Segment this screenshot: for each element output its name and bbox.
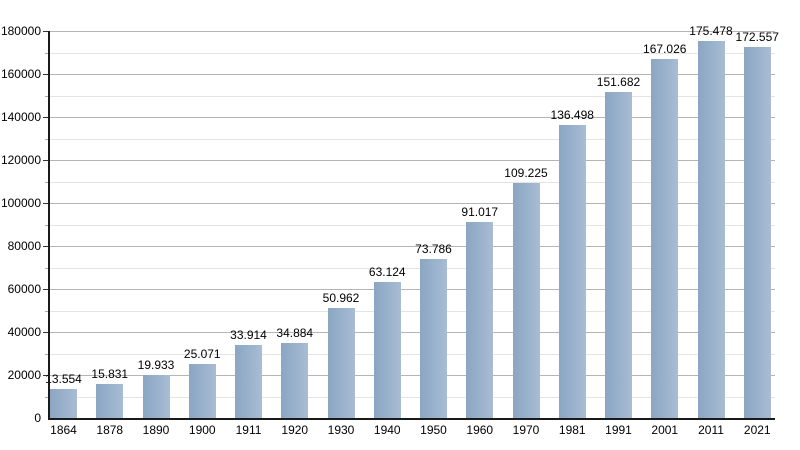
value-label-1930: 50.962 bbox=[322, 291, 360, 306]
x-tick-label-1930: 1930 bbox=[327, 423, 355, 437]
y-tick-label-20000: 20000 bbox=[7, 368, 41, 382]
gridline-40000 bbox=[48, 332, 775, 333]
y-tick-label-100000: 100000 bbox=[0, 196, 41, 210]
value-label-1890: 19.933 bbox=[137, 358, 175, 373]
bar-1970 bbox=[512, 183, 540, 418]
x-tick-label-1981: 1981 bbox=[558, 423, 586, 437]
gridline-180000 bbox=[48, 31, 775, 32]
y-tick-label-80000: 80000 bbox=[7, 239, 41, 253]
y-tick-label-0: 0 bbox=[34, 411, 41, 425]
gridline-80000 bbox=[48, 246, 775, 247]
bar-1920 bbox=[281, 342, 309, 418]
gridline-10000 bbox=[48, 396, 775, 398]
y-tick-140000 bbox=[43, 117, 48, 118]
gridline-60000 bbox=[48, 289, 775, 290]
y-tick-60000 bbox=[43, 289, 48, 290]
y-tick-20000 bbox=[43, 375, 48, 376]
gridline-120000 bbox=[48, 160, 775, 161]
y-tick-label-120000: 120000 bbox=[0, 153, 41, 167]
bar-1878 bbox=[96, 383, 124, 418]
value-label-1920: 34.884 bbox=[276, 325, 314, 340]
y-tick-180000 bbox=[43, 31, 48, 32]
gridline-130000 bbox=[48, 138, 775, 140]
y-axis bbox=[48, 31, 50, 418]
value-label-1878: 15.831 bbox=[91, 366, 129, 381]
y-tick-100000 bbox=[43, 203, 48, 204]
y-tick-label-60000: 60000 bbox=[7, 282, 41, 296]
y-tick-label-40000: 40000 bbox=[7, 325, 41, 339]
gridline-30000 bbox=[48, 353, 775, 355]
value-label-1950: 73.786 bbox=[415, 242, 452, 257]
value-label-1900: 25.071 bbox=[183, 347, 221, 362]
value-label-1981: 136.498 bbox=[550, 107, 594, 122]
value-label-1960: 91.017 bbox=[461, 205, 499, 220]
value-label-2011: 175.478 bbox=[689, 23, 733, 38]
y-tick-70000 bbox=[45, 267, 48, 269]
gridline-110000 bbox=[48, 181, 775, 183]
bar-1940 bbox=[373, 282, 401, 418]
x-tick-label-2001: 2001 bbox=[651, 423, 679, 437]
value-label-1864: 13.554 bbox=[45, 371, 82, 386]
value-label-1911: 33.914 bbox=[230, 328, 267, 343]
x-tick-label-1940: 1940 bbox=[373, 423, 401, 437]
y-tick-label-180000: 180000 bbox=[0, 24, 41, 38]
value-label-1970: 109.225 bbox=[504, 166, 548, 181]
bar-1911 bbox=[235, 345, 262, 418]
x-tick-label-1890: 1890 bbox=[142, 423, 170, 437]
gridline-50000 bbox=[48, 310, 775, 312]
y-tick-label-160000: 160000 bbox=[0, 67, 41, 81]
x-tick-label-1991: 1991 bbox=[605, 423, 632, 437]
bar-1864 bbox=[50, 388, 77, 418]
bar-1900 bbox=[188, 364, 216, 418]
x-tick-label-1920: 1920 bbox=[281, 423, 309, 437]
y-tick-80000 bbox=[43, 246, 48, 247]
x-tick-label-1900: 1900 bbox=[188, 423, 216, 437]
y-tick-30000 bbox=[45, 353, 48, 355]
bar-1960 bbox=[466, 222, 494, 418]
bar-1981 bbox=[558, 124, 586, 418]
value-label-2001: 167.026 bbox=[643, 41, 687, 56]
y-tick-130000 bbox=[45, 138, 48, 140]
gridline-100000 bbox=[48, 203, 775, 204]
x-tick-label-2021: 2021 bbox=[743, 423, 771, 437]
x-tick-label-1911: 1911 bbox=[235, 423, 262, 437]
y-tick-label-140000: 140000 bbox=[0, 110, 41, 124]
bar-1890 bbox=[142, 375, 170, 418]
gridline-170000 bbox=[48, 52, 775, 54]
value-label-1991: 151.682 bbox=[596, 74, 641, 89]
bar-1950 bbox=[420, 259, 447, 418]
value-label-1940: 63.124 bbox=[368, 265, 406, 280]
bar-2021 bbox=[743, 47, 771, 418]
gridline-160000 bbox=[48, 74, 775, 75]
gridline-20000 bbox=[48, 375, 775, 376]
x-tick-label-1864: 1864 bbox=[50, 423, 77, 437]
bar-1991 bbox=[605, 91, 632, 418]
y-tick-160000 bbox=[43, 74, 48, 75]
bar-2001 bbox=[651, 58, 679, 418]
y-tick-10000 bbox=[45, 396, 48, 398]
y-tick-170000 bbox=[45, 52, 48, 54]
bar-2011 bbox=[697, 40, 725, 418]
y-tick-120000 bbox=[43, 160, 48, 161]
gridline-90000 bbox=[48, 224, 775, 226]
y-tick-40000 bbox=[43, 332, 48, 333]
y-tick-110000 bbox=[45, 181, 48, 183]
value-label-2021: 172.557 bbox=[735, 30, 779, 44]
x-tick-label-1950: 1950 bbox=[420, 423, 447, 437]
bar-1930 bbox=[327, 308, 355, 418]
x-tick-label-2011: 2011 bbox=[698, 423, 724, 437]
x-tick-label-1960: 1960 bbox=[466, 423, 494, 437]
y-tick-90000 bbox=[45, 224, 48, 226]
y-tick-50000 bbox=[45, 310, 48, 312]
gridline-70000 bbox=[48, 267, 775, 269]
x-tick-label-1878: 1878 bbox=[96, 423, 124, 437]
x-tick-label-1970: 1970 bbox=[512, 423, 540, 437]
gridline-140000 bbox=[48, 117, 775, 118]
x-axis bbox=[48, 418, 775, 420]
y-tick-150000 bbox=[45, 95, 48, 97]
gridline-150000 bbox=[48, 95, 775, 97]
